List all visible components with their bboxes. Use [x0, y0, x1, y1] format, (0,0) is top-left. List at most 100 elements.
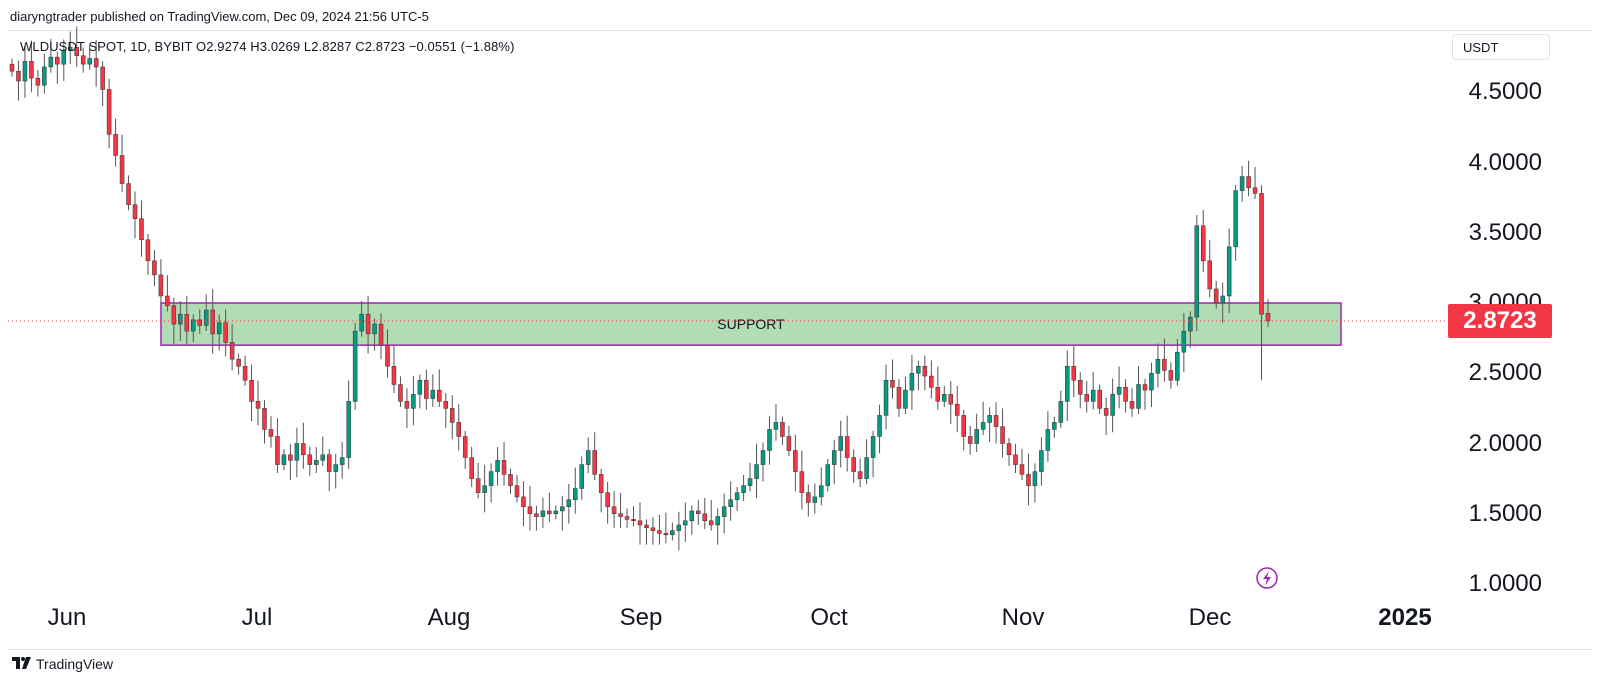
- candle: [165, 275, 170, 312]
- candle-body: [184, 313, 190, 332]
- candle-body: [980, 422, 986, 430]
- candle: [1097, 384, 1102, 414]
- candle: [1090, 371, 1096, 410]
- candle-body: [48, 56, 54, 68]
- currency-selector-button[interactable]: USDT: [1452, 34, 1550, 60]
- candle-body: [456, 422, 461, 437]
- candle-body: [838, 436, 843, 451]
- candle: [508, 468, 513, 495]
- candle-body: [210, 309, 215, 335]
- candle: [663, 512, 669, 544]
- candle: [547, 492, 552, 523]
- candle-body: [391, 365, 397, 385]
- candle-body: [1188, 316, 1193, 332]
- candle-body: [171, 305, 177, 325]
- time-tick-label: Jun: [47, 604, 87, 631]
- candle: [521, 481, 526, 527]
- candle-body: [929, 375, 934, 388]
- candle: [948, 381, 954, 424]
- candle-body: [132, 204, 138, 219]
- candle: [1084, 381, 1089, 413]
- candle-body: [922, 365, 928, 377]
- candle-body: [844, 436, 850, 458]
- candle: [1259, 185, 1264, 381]
- candle-body: [857, 471, 863, 479]
- price-tick-label: 2.0000: [1468, 429, 1542, 457]
- candle: [223, 309, 228, 357]
- chart-pane[interactable]: [8, 30, 1592, 650]
- candle: [35, 70, 41, 97]
- candle: [916, 360, 921, 391]
- candle-body: [42, 66, 47, 86]
- candle: [495, 447, 500, 486]
- candle-body: [618, 513, 623, 517]
- candle-body: [799, 471, 805, 493]
- candle-body: [1162, 358, 1167, 371]
- candle: [372, 318, 377, 351]
- candle-body: [942, 394, 947, 402]
- candle-body: [1129, 401, 1135, 409]
- candle: [689, 505, 695, 535]
- lightning-icon: [1256, 567, 1278, 589]
- candle-body: [819, 485, 824, 498]
- candle: [683, 502, 688, 542]
- candle: [650, 517, 656, 545]
- candle: [1188, 311, 1193, 348]
- candle-body: [870, 436, 876, 458]
- candle-body: [760, 450, 766, 465]
- candle: [1252, 166, 1258, 200]
- candle: [631, 506, 636, 527]
- candle: [1013, 444, 1018, 474]
- candle: [1123, 379, 1128, 413]
- candle-body: [294, 443, 300, 461]
- candle: [967, 425, 973, 455]
- candle: [780, 416, 785, 445]
- candle-body: [974, 429, 979, 444]
- candle: [1000, 408, 1005, 458]
- candle: [592, 432, 597, 481]
- candle-body: [242, 365, 248, 381]
- candle-body: [449, 408, 455, 423]
- candle-body: [437, 389, 442, 402]
- candle: [728, 481, 733, 521]
- candle-body: [488, 471, 494, 486]
- tradingview-logo[interactable]: TradingView: [12, 656, 113, 672]
- candle: [249, 364, 254, 422]
- candle-body: [1026, 474, 1031, 486]
- candle-body: [514, 485, 520, 498]
- support-zone[interactable]: [160, 302, 1342, 346]
- candle: [152, 250, 157, 287]
- time-tick-label: Nov: [1001, 604, 1045, 631]
- candle: [482, 464, 487, 513]
- candle-body: [106, 89, 112, 135]
- candle: [100, 61, 105, 107]
- candle-body: [598, 474, 604, 493]
- candle: [417, 374, 423, 409]
- candle: [333, 453, 338, 489]
- candle: [113, 118, 118, 167]
- last-price-label: 2.8723: [1448, 303, 1552, 338]
- candle: [566, 483, 572, 524]
- candle-body: [579, 464, 584, 489]
- candle-body: [1071, 365, 1077, 381]
- candle: [883, 364, 889, 430]
- candle: [1136, 366, 1141, 414]
- candle-body: [657, 530, 662, 534]
- candle-body: [592, 450, 597, 475]
- candle: [294, 427, 300, 478]
- price-tick-label: 3.5000: [1468, 218, 1542, 246]
- candle-body: [896, 387, 902, 409]
- candle-body: [1175, 351, 1180, 381]
- candle-body: [560, 506, 565, 512]
- candle-body: [670, 530, 675, 536]
- candle: [378, 313, 384, 360]
- time-tick-label: 2025: [1378, 604, 1432, 631]
- candle-body: [462, 436, 468, 458]
- candle-body: [825, 464, 831, 486]
- candle: [1045, 411, 1051, 462]
- candle-body: [547, 510, 552, 515]
- candle-body: [1110, 394, 1115, 416]
- candle: [398, 376, 403, 407]
- candle: [929, 360, 934, 399]
